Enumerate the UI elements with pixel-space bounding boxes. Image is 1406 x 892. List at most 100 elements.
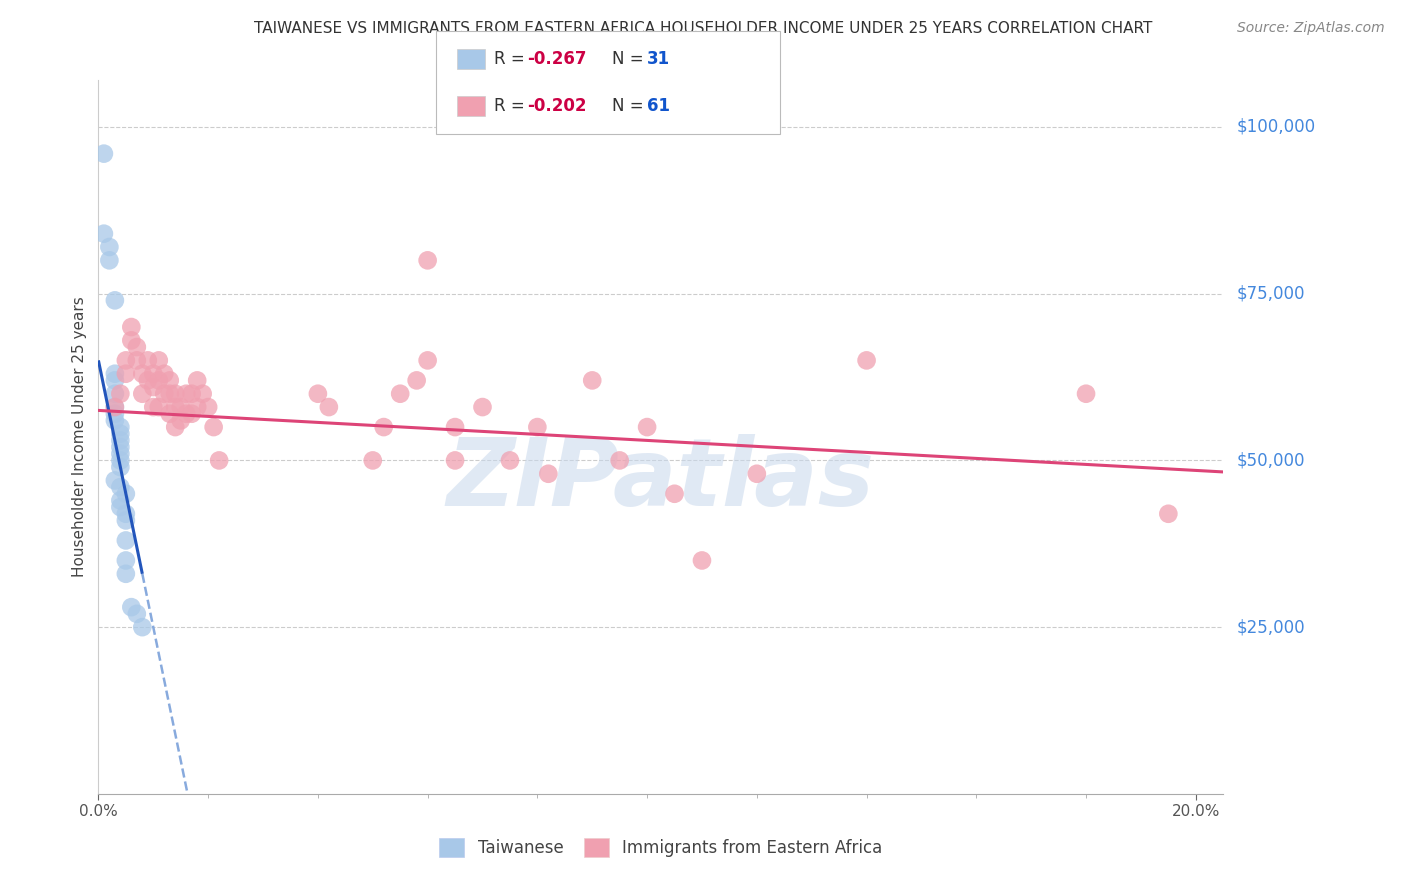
Point <box>110 493 132 508</box>
Point <box>664 487 686 501</box>
Point <box>104 400 127 414</box>
Point <box>444 420 467 434</box>
Point <box>142 380 165 394</box>
Point <box>186 373 208 387</box>
Point <box>104 413 127 427</box>
Point <box>125 607 148 621</box>
Text: R =: R = <box>494 50 530 68</box>
Point <box>136 373 159 387</box>
Point <box>191 386 214 401</box>
Point <box>115 367 138 381</box>
Text: N =: N = <box>612 50 648 68</box>
Point <box>131 367 153 381</box>
Point <box>110 460 132 475</box>
Point <box>373 420 395 434</box>
Point <box>170 400 193 414</box>
Point <box>110 386 132 401</box>
Point <box>471 400 494 414</box>
Point <box>93 227 115 241</box>
Point <box>745 467 768 481</box>
Point <box>115 566 138 581</box>
Point <box>318 400 340 414</box>
Point <box>159 407 181 421</box>
Text: -0.202: -0.202 <box>527 97 586 115</box>
Point <box>104 293 127 308</box>
Point <box>104 386 127 401</box>
Point <box>110 426 132 441</box>
Text: TAIWANESE VS IMMIGRANTS FROM EASTERN AFRICA HOUSEHOLDER INCOME UNDER 25 YEARS CO: TAIWANESE VS IMMIGRANTS FROM EASTERN AFR… <box>254 21 1152 36</box>
Point <box>361 453 384 467</box>
Point <box>159 386 181 401</box>
Point <box>142 367 165 381</box>
Point <box>115 533 138 548</box>
Point <box>208 453 231 467</box>
Point <box>165 386 187 401</box>
Point <box>153 386 176 401</box>
Point <box>131 620 153 634</box>
Point <box>174 407 197 421</box>
Text: $75,000: $75,000 <box>1237 285 1306 302</box>
Point <box>110 447 132 461</box>
Point <box>526 420 548 434</box>
Point <box>405 373 427 387</box>
Point <box>636 420 658 434</box>
Text: 31: 31 <box>647 50 669 68</box>
Point <box>104 407 127 421</box>
Point <box>153 367 176 381</box>
Point <box>202 420 225 434</box>
Text: R =: R = <box>494 97 530 115</box>
Text: $25,000: $25,000 <box>1237 618 1306 636</box>
Point <box>110 434 132 448</box>
Point <box>125 353 148 368</box>
Point <box>581 373 603 387</box>
Point <box>690 553 713 567</box>
Point <box>98 253 121 268</box>
Point <box>186 400 208 414</box>
Point <box>389 386 412 401</box>
Text: $100,000: $100,000 <box>1237 118 1316 136</box>
Point <box>1157 507 1180 521</box>
Point <box>104 373 127 387</box>
Legend: Taiwanese, Immigrants from Eastern Africa: Taiwanese, Immigrants from Eastern Afric… <box>433 831 889 864</box>
Point <box>110 440 132 454</box>
Point <box>416 253 439 268</box>
Point <box>115 513 138 527</box>
Text: 61: 61 <box>647 97 669 115</box>
Point <box>104 474 127 488</box>
Point <box>110 500 132 515</box>
Point <box>110 420 132 434</box>
Point <box>115 507 138 521</box>
Y-axis label: Householder Income Under 25 years: Householder Income Under 25 years <box>72 297 87 577</box>
Point <box>142 400 165 414</box>
Point <box>104 367 127 381</box>
Point <box>115 353 138 368</box>
Point <box>197 400 219 414</box>
Point <box>120 334 142 348</box>
Point <box>131 386 153 401</box>
Point <box>180 386 202 401</box>
Point <box>170 413 193 427</box>
Text: -0.267: -0.267 <box>527 50 586 68</box>
Point <box>110 480 132 494</box>
Point <box>148 353 170 368</box>
Point <box>855 353 877 368</box>
Text: ZIPatlas: ZIPatlas <box>447 434 875 526</box>
Point <box>307 386 329 401</box>
Point <box>98 240 121 254</box>
Point <box>120 600 142 615</box>
Point <box>148 400 170 414</box>
Point <box>165 420 187 434</box>
Point <box>125 340 148 354</box>
Point <box>174 386 197 401</box>
Point <box>444 453 467 467</box>
Point <box>609 453 631 467</box>
Text: $50,000: $50,000 <box>1237 451 1306 469</box>
Point <box>115 487 138 501</box>
Point <box>104 400 127 414</box>
Point <box>416 353 439 368</box>
Text: Source: ZipAtlas.com: Source: ZipAtlas.com <box>1237 21 1385 35</box>
Point <box>136 353 159 368</box>
Point <box>1074 386 1097 401</box>
Point <box>537 467 560 481</box>
Point <box>120 320 142 334</box>
